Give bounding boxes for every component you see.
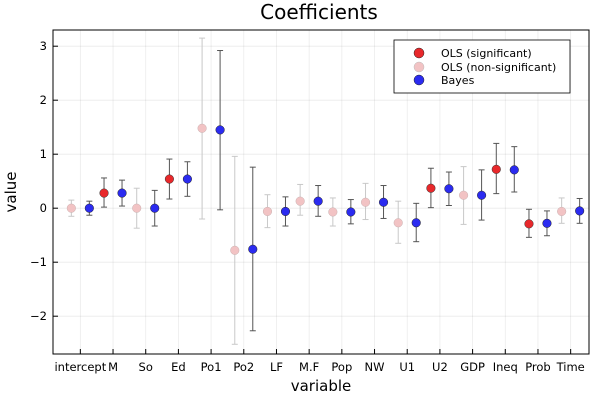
x-tick-label: Ineq xyxy=(493,360,518,374)
legend-label-ols-significant: OLS (significant) xyxy=(441,47,532,60)
x-tick-label: So xyxy=(139,360,153,374)
bayes-point xyxy=(150,203,160,213)
ols-point xyxy=(295,196,305,206)
x-tick-label: Po1 xyxy=(201,360,222,374)
y-axis-label: value xyxy=(2,172,20,213)
y-tick-label: 3 xyxy=(40,39,47,53)
bayes-point xyxy=(84,203,94,213)
x-tick-label: GDP xyxy=(460,360,485,374)
bayes-point xyxy=(575,206,585,216)
ols-point xyxy=(360,197,371,207)
ols-point xyxy=(164,174,174,184)
legend: OLS (significant) OLS (non-significant) … xyxy=(393,39,571,94)
x-tick-label: Time xyxy=(556,360,585,374)
x-axis-label: variable xyxy=(291,377,352,395)
bayes-point xyxy=(248,244,258,254)
bayes-point xyxy=(411,218,421,228)
x-tick-label: Pop xyxy=(331,360,352,374)
x-tick-label: Po2 xyxy=(233,360,254,374)
x-tick-label: M xyxy=(108,360,118,374)
bayes-point xyxy=(509,165,519,175)
ols-point xyxy=(557,206,567,216)
ols-point xyxy=(66,203,76,213)
ols-point xyxy=(99,188,109,198)
bayes-point xyxy=(444,184,454,194)
chart-title: Coefficients xyxy=(260,0,378,24)
bayes-point xyxy=(542,218,552,228)
x-tick-label: NW xyxy=(365,360,385,374)
ols-point xyxy=(132,203,142,213)
bayes-point xyxy=(280,206,291,216)
x-tick-label: LF xyxy=(270,360,283,374)
ols-point xyxy=(491,164,501,174)
x-tick-label: M.F xyxy=(299,360,319,374)
x-tick-label: U1 xyxy=(399,360,415,374)
ols-point xyxy=(393,218,403,228)
y-tick-label: −1 xyxy=(30,255,47,269)
bayes-point xyxy=(477,190,487,200)
legend-label-ols-nonsignificant: OLS (non-significant) xyxy=(441,61,556,74)
bayes-point xyxy=(215,125,225,135)
axis-ticks: −2 −1 0 1 2 3 intercept M So Ed Po1 Po2 LF M.F Pop NW U1… xyxy=(30,39,585,374)
x-tick-label: U2 xyxy=(432,360,448,374)
legend-label-bayes: Bayes xyxy=(441,74,475,87)
ols-point xyxy=(230,245,240,255)
ols-point xyxy=(262,206,273,216)
bayes-point xyxy=(346,207,356,217)
bayes-point xyxy=(182,174,192,184)
x-tick-label: Prob xyxy=(525,360,551,374)
data-series xyxy=(66,37,585,345)
ols-point xyxy=(328,207,338,217)
x-tick-label: Ed xyxy=(171,360,186,374)
legend-marker-bayes xyxy=(413,74,425,86)
ols-point xyxy=(459,190,469,200)
legend-marker-ols-nonsignificant xyxy=(413,61,425,73)
ols-point xyxy=(426,183,436,193)
y-tick-label: 1 xyxy=(40,147,47,161)
bayes-point xyxy=(117,188,127,198)
plot-frame xyxy=(52,29,590,355)
grid xyxy=(53,30,589,354)
y-tick-label: 2 xyxy=(40,93,47,107)
bayes-point xyxy=(313,196,323,206)
y-tick-label: 0 xyxy=(40,201,47,215)
y-tick-label: −2 xyxy=(30,309,47,323)
bayes-point xyxy=(378,197,389,207)
x-tick-label: intercept xyxy=(54,360,106,374)
legend-marker-ols-significant xyxy=(413,47,425,59)
ols-point xyxy=(197,123,207,133)
ols-point xyxy=(524,219,534,229)
